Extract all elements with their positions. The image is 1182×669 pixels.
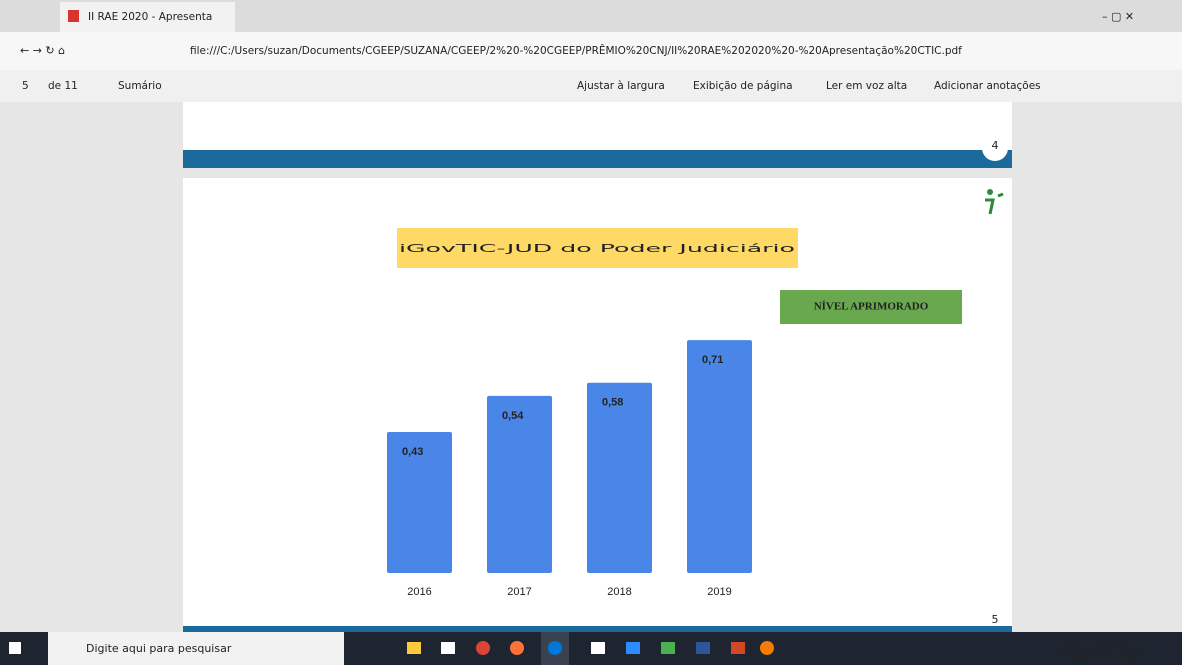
tab[interactable] — [60, 2, 235, 32]
nav-buttons[interactable]: ← → ↻ ⌂ — [20, 44, 65, 57]
language[interactable]: POR — [1060, 636, 1083, 649]
page-number: 5 — [992, 613, 999, 626]
level-badge — [780, 290, 962, 324]
page-gap — [183, 168, 1012, 178]
logo — [985, 192, 1004, 215]
clock-time[interactable]: 13:57 — [1097, 636, 1129, 649]
bar — [687, 340, 752, 573]
page-stripe — [183, 626, 1012, 632]
fit-width[interactable]: Ajustar à largura — [577, 80, 665, 92]
logo — [987, 189, 993, 195]
taskbar-apps — [407, 632, 774, 665]
x-tick-label: 2016 — [407, 586, 431, 598]
search-placeholder: Digite aqui para pesquisar — [86, 642, 232, 655]
value-label: 0,71 — [702, 354, 723, 366]
bar — [487, 395, 552, 573]
url[interactable]: file:///C:/Users/suzan/Documents/CGEEP/S… — [190, 44, 962, 57]
page-input[interactable]: 5 — [22, 80, 29, 92]
tab-title: II RAE 2020 - Apresenta — [88, 11, 212, 23]
chart-title: iGovTIC-JUD do Poder Judiciário — [399, 242, 796, 255]
page-number: 4 — [992, 139, 999, 152]
keyboard-layout[interactable]: PTB2 — [1057, 649, 1085, 662]
pdf-toolbar — [0, 70, 1182, 102]
clock-date[interactable]: 26/05/2020 — [1081, 649, 1144, 662]
title-highlight — [397, 228, 798, 268]
window-controls[interactable]: – ▢ ✕ — [1102, 10, 1134, 23]
x-tick-label: 2018 — [607, 586, 631, 598]
read-aloud[interactable]: Ler em voz alta — [826, 80, 907, 92]
bar — [387, 431, 452, 573]
contents[interactable]: Sumário — [118, 80, 162, 92]
x-tick-label: 2019 — [707, 586, 731, 598]
page-count: de 11 — [48, 80, 78, 92]
level-badge-text: NÍVEL APRIMORADO — [814, 301, 929, 313]
value-label: 0,54 — [502, 410, 524, 422]
x-tick-label: 2017 — [507, 586, 531, 598]
start-button[interactable] — [9, 642, 21, 654]
page-number-badge — [982, 135, 1008, 161]
search-box[interactable] — [48, 632, 344, 665]
bar — [587, 382, 652, 573]
annotate[interactable]: Adicionar anotações — [934, 80, 1041, 92]
pdf-icon — [68, 10, 79, 22]
value-label: 0,43 — [402, 446, 423, 458]
value-label: 0,58 — [602, 397, 623, 409]
page-view[interactable]: Exibição de página — [693, 80, 793, 92]
address-bar — [0, 32, 1182, 70]
page-stripe — [183, 150, 1012, 168]
